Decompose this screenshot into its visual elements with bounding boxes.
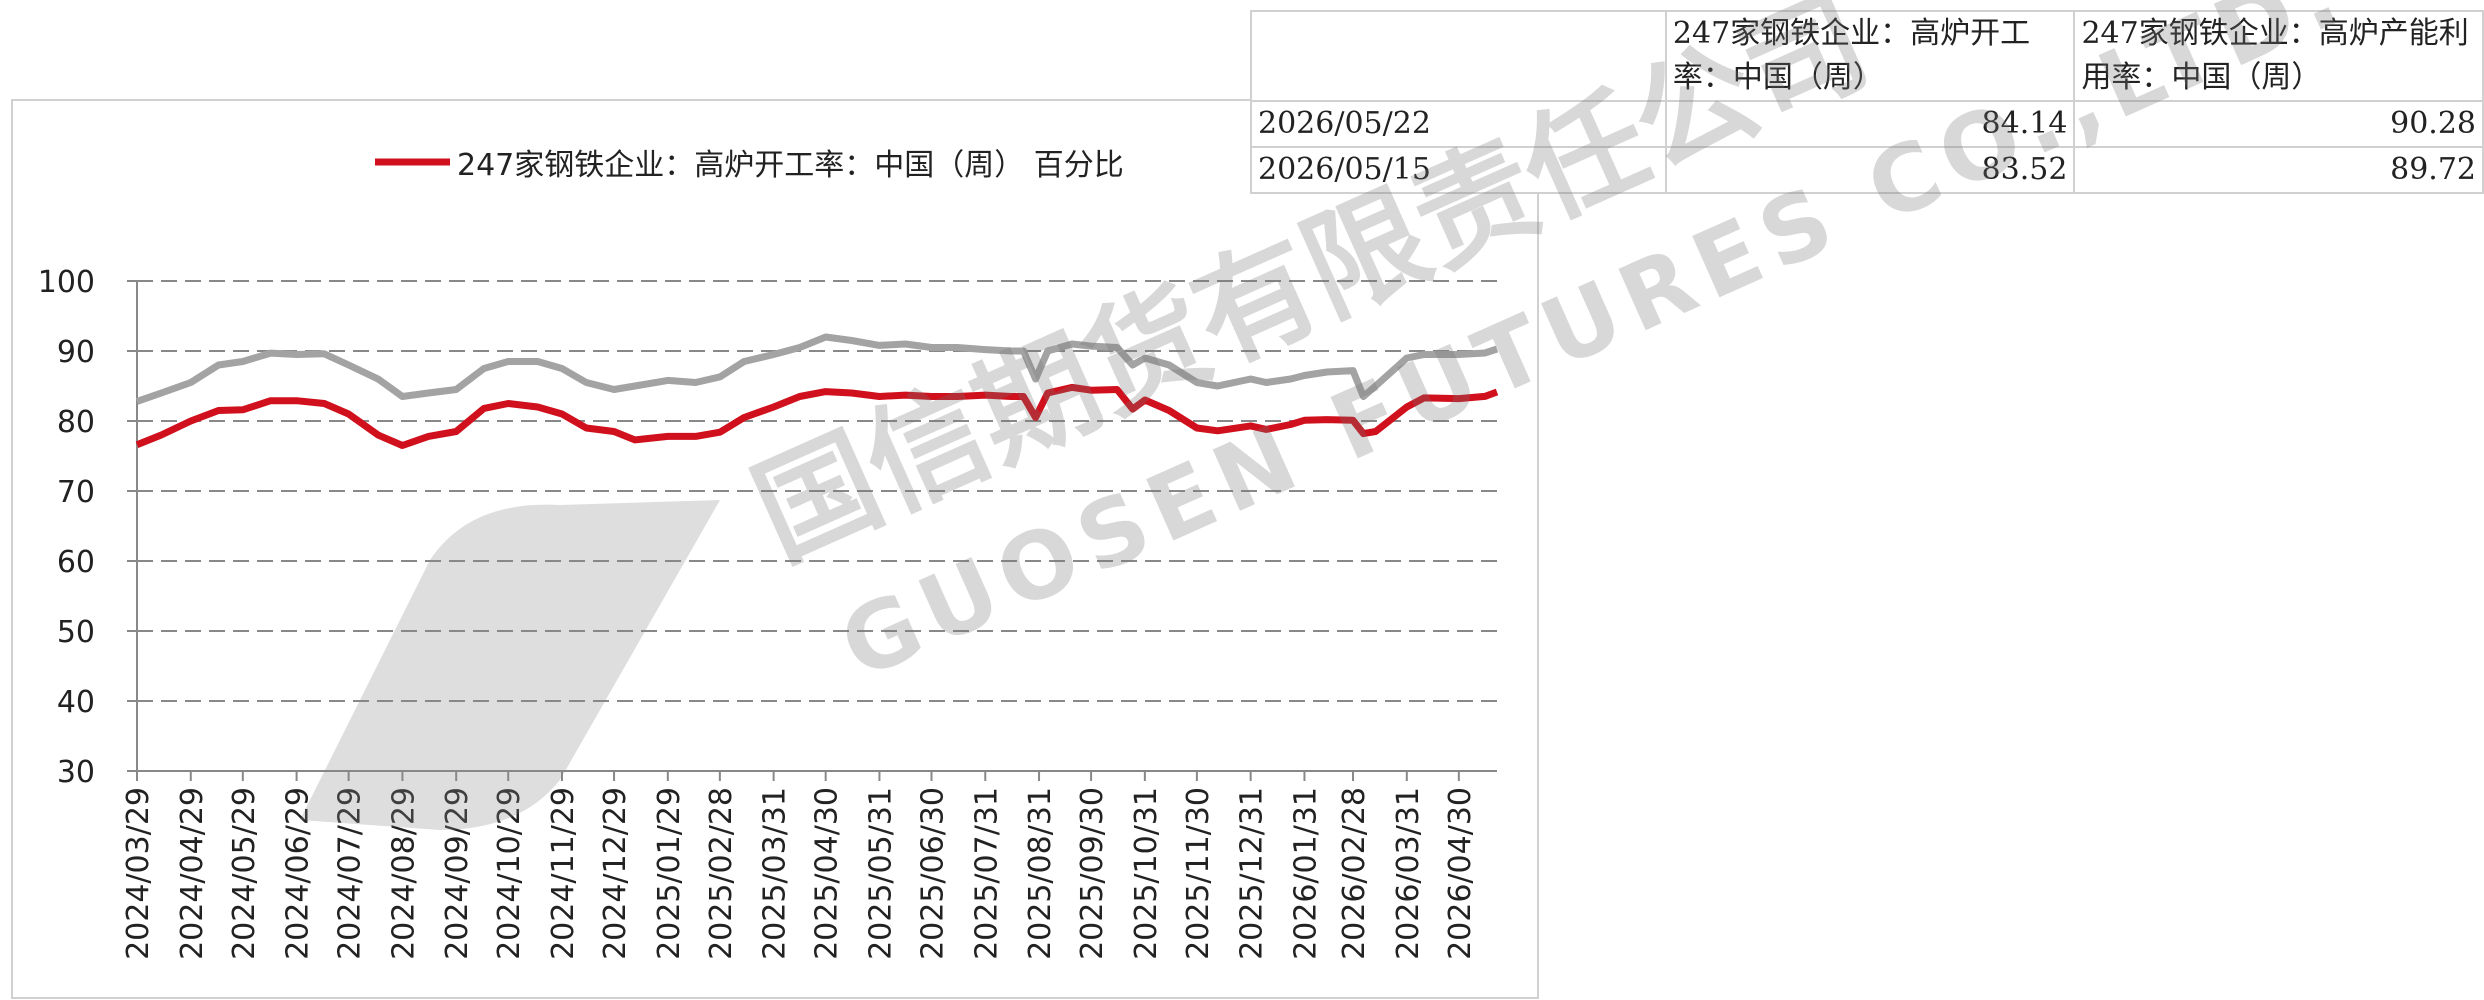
table-row: 2026/05/15 83.52 89.72 — [1250, 146, 2484, 194]
x-tick-label: 2025/12/31 — [1235, 787, 1270, 960]
y-tick-label: 100 — [38, 265, 95, 300]
table-cell: 84.14 — [1664, 100, 2076, 148]
x-tick-label: 2024/08/29 — [386, 787, 421, 960]
x-tick-label: 2024/10/29 — [492, 787, 527, 960]
table-header-cell: 247家钢铁企业：高炉开工率：中国（周） — [1664, 10, 2076, 102]
x-tick-label: 2026/03/31 — [1391, 787, 1426, 960]
x-tick-label: 2025/01/29 — [652, 787, 687, 960]
y-tick-label: 80 — [57, 405, 95, 440]
chart-frame — [11, 99, 1539, 999]
x-tick-label: 2025/07/31 — [969, 787, 1004, 960]
legend-label: 247家钢铁企业：高炉开工率：中国（周） 百分比 — [457, 148, 1124, 183]
x-tick-label: 2026/01/31 — [1288, 787, 1323, 960]
x-tick-label: 2025/06/30 — [915, 787, 950, 960]
x-tick-label: 2025/09/30 — [1075, 787, 1110, 960]
y-tick-label: 90 — [57, 335, 95, 370]
series-line — [135, 333, 1499, 405]
table-header-cell: 247家钢铁企业：高炉产能利用率：中国（周） — [2073, 10, 2484, 102]
x-tick-label: 2025/08/31 — [1023, 787, 1058, 960]
table-cell: 2026/05/15 — [1250, 146, 1667, 194]
table-cell: 83.52 — [1664, 146, 2076, 194]
x-tick-label: 2025/10/31 — [1129, 787, 1164, 960]
x-tick-label: 2024/05/29 — [227, 787, 262, 960]
y-tick-label: 40 — [57, 685, 95, 720]
series-line — [135, 383, 1499, 449]
y-tick-label: 50 — [57, 615, 95, 650]
table-row: 2026/05/22 84.14 90.28 — [1250, 100, 2484, 148]
table-cell: 90.28 — [2073, 100, 2484, 148]
x-tick-label: 2026/04/30 — [1443, 787, 1478, 960]
table-cell: 89.72 — [2073, 146, 2484, 194]
x-tick-label: 2024/03/29 — [121, 787, 156, 960]
x-tick-label: 2025/11/30 — [1181, 787, 1216, 960]
x-tick-label: 2024/04/29 — [175, 787, 210, 960]
x-tick-label: 2024/06/29 — [281, 787, 316, 960]
table-cell: 2026/05/22 — [1250, 100, 1667, 148]
y-tick-label: 70 — [57, 475, 95, 510]
x-tick-label: 2025/03/31 — [758, 787, 793, 960]
x-tick-label: 2024/12/29 — [598, 787, 633, 960]
y-tick-label: 60 — [57, 545, 95, 580]
x-tick-label: 2025/02/28 — [704, 787, 739, 960]
x-tick-label: 2025/05/31 — [863, 787, 898, 960]
table-header: 247家钢铁企业：高炉开工率：中国（周） 247家钢铁企业：高炉产能利用率：中国… — [1250, 10, 2484, 102]
x-tick-label: 2025/04/30 — [810, 787, 845, 960]
y-tick-label: 30 — [57, 755, 95, 790]
table-corner — [1250, 10, 1667, 102]
data-table: 247家钢铁企业：高炉开工率：中国（周） 247家钢铁企业：高炉产能利用率：中国… — [1250, 10, 2484, 194]
x-tick-label: 2024/07/29 — [333, 787, 368, 960]
x-tick-label: 2024/11/29 — [546, 787, 581, 960]
x-tick-label: 2024/09/29 — [440, 787, 475, 960]
x-tick-label: 2026/02/28 — [1337, 787, 1372, 960]
